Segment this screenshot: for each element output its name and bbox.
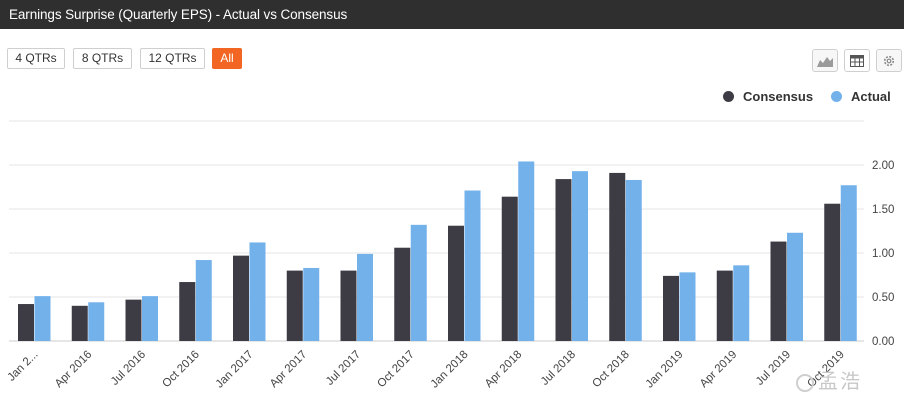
x-tick-label: Jul 2018 [539, 349, 578, 388]
bar-consensus-5 [286, 270, 303, 341]
bar-actual-0 [34, 296, 51, 341]
x-tick-label: Jan 2... [5, 349, 40, 384]
bar-consensus-14 [770, 241, 787, 341]
bar-consensus-10 [555, 179, 572, 341]
bar-consensus-7 [394, 247, 411, 341]
bar-consensus-2 [125, 299, 142, 341]
bar-actual-5 [303, 267, 320, 341]
area-chart-button[interactable] [812, 49, 838, 72]
y-tick-label: 2.00 [872, 160, 894, 172]
legend-actual-marker [831, 90, 842, 102]
x-tick-label: Jul 2017 [324, 349, 363, 388]
legend-actual-label: Actual [851, 88, 891, 104]
x-tick-label: Jul 2016 [109, 349, 148, 388]
x-tick-label: Apr 2016 [53, 349, 94, 390]
watermark-text: 孟浩 [818, 369, 862, 393]
y-tick-label: 0.00 [872, 336, 894, 348]
legend-consensus[interactable]: Consensus [723, 87, 813, 105]
bar-consensus-8 [448, 225, 464, 341]
bar-actual-6 [357, 253, 373, 341]
bar-actual-2 [142, 296, 158, 341]
bar-consensus-13 [716, 270, 733, 341]
x-tick-label: Apr 2018 [483, 349, 524, 390]
x-tick-label: Apr 2019 [698, 349, 739, 390]
chart-title: Earnings Surprise (Quarterly EPS) - Actu… [9, 7, 348, 22]
range-4-qtrs-button[interactable]: 4 QTRs [7, 48, 65, 69]
bar-consensus-4 [233, 255, 249, 341]
bar-actual-4 [249, 242, 266, 341]
bar-consensus-6 [340, 270, 357, 341]
y-tick-label: 0.50 [872, 292, 894, 304]
chart-title-bar: Earnings Surprise (Quarterly EPS) - Actu… [0, 0, 904, 29]
gear-icon [883, 55, 895, 66]
bar-actual-13 [733, 265, 750, 341]
x-tick-label: Jul 2019 [754, 349, 793, 388]
bar-consensus-1 [71, 305, 88, 341]
bar-actual-14 [787, 232, 803, 341]
x-tick-label: Apr 2017 [268, 349, 309, 390]
bar-consensus-12 [663, 275, 679, 341]
bar-consensus-15 [824, 203, 841, 341]
settings-button[interactable] [876, 49, 902, 72]
x-tick-label: Oct 2016 [160, 349, 201, 390]
range-8-qtrs-button[interactable]: 8 QTRs [73, 48, 132, 69]
y-tick-label: 1.00 [872, 248, 894, 260]
range-all-button[interactable]: All [212, 48, 242, 69]
x-tick-label: Oct 2017 [375, 349, 416, 390]
bar-actual-12 [679, 272, 696, 341]
legend-consensus-label: Consensus [743, 88, 814, 104]
bar-consensus-11 [609, 172, 626, 341]
legend-consensus-marker [723, 90, 734, 102]
x-tick-label: Jan 2019 [644, 349, 686, 391]
bar-actual-15 [840, 185, 857, 341]
bar-actual-3 [195, 260, 212, 341]
y-tick-label: 1.50 [872, 204, 894, 216]
watermark: 孟浩 [796, 365, 862, 394]
bar-actual-9 [518, 161, 535, 341]
bar-actual-1 [88, 302, 105, 341]
x-tick-label: Oct 2018 [590, 349, 631, 390]
table-icon [850, 54, 864, 67]
table-view-button[interactable] [844, 49, 870, 72]
bar-actual-10 [572, 171, 588, 341]
area-chart-icon [817, 56, 833, 67]
bar-actual-11 [625, 179, 642, 341]
bar-consensus-3 [179, 282, 196, 341]
x-tick-label: Jan 2018 [429, 349, 471, 391]
x-tick-label: Jan 2017 [214, 349, 256, 391]
watermark-logo-icon [796, 373, 814, 392]
bar-actual-7 [410, 224, 427, 341]
bar-actual-8 [464, 190, 481, 341]
bar-consensus-0 [18, 304, 34, 341]
legend-actual[interactable]: Actual [831, 87, 891, 105]
range-12-qtrs-button[interactable]: 12 QTRs [140, 48, 205, 69]
bar-consensus-9 [501, 196, 518, 341]
